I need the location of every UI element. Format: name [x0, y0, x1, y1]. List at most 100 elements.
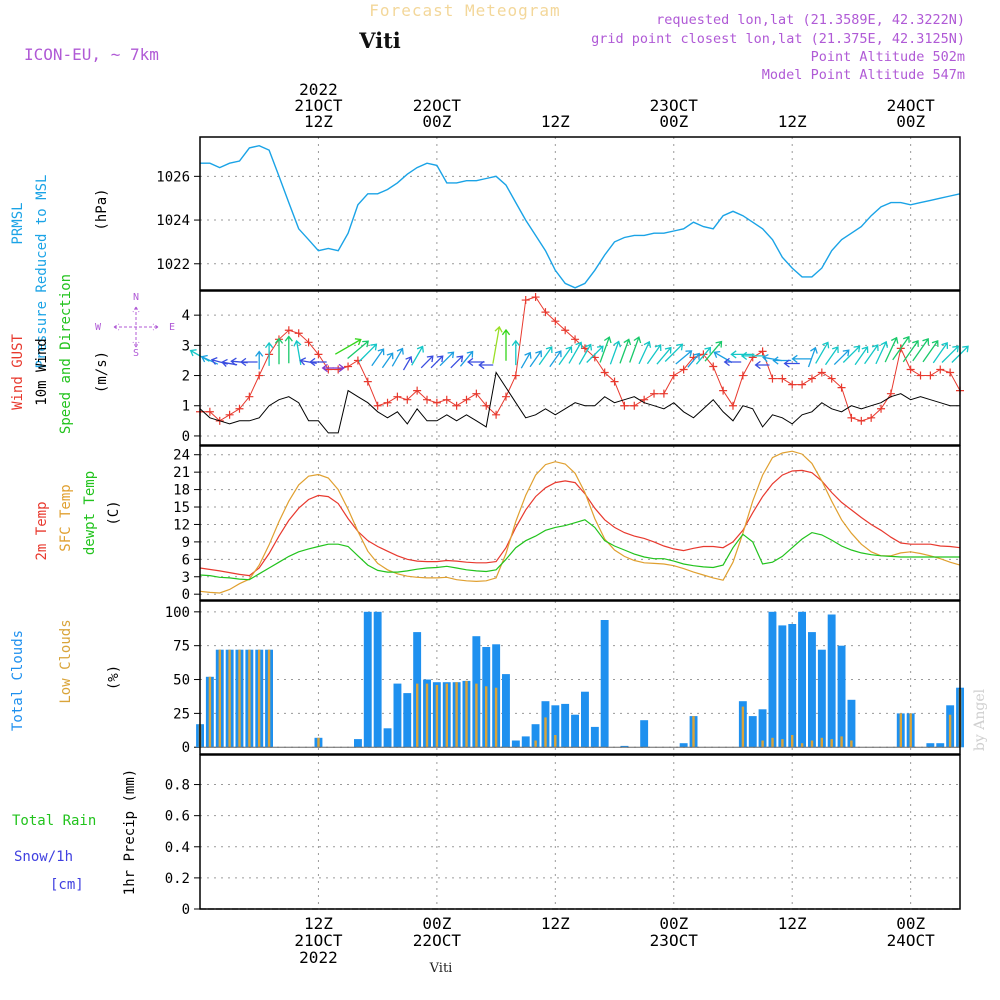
- wind-direction-arrow: [704, 340, 723, 362]
- wind-direction-arrow: [511, 339, 520, 366]
- wind-direction-arrow: [210, 356, 228, 365]
- wind-gust-marker: [501, 392, 510, 401]
- wind-direction-arrow: [450, 355, 464, 369]
- total-clouds-bar: [679, 743, 688, 748]
- wind-gust-marker: [452, 401, 461, 410]
- bottom-axis-label: 21OCT: [294, 931, 343, 950]
- wind-gust-marker: [610, 377, 619, 386]
- wind-gust-marker: [531, 293, 540, 302]
- wind-direction-arrow: [638, 340, 652, 365]
- y-tick-label: 12: [173, 517, 190, 533]
- wind-direction-arrow: [783, 359, 800, 368]
- wind-gust-marker: [669, 371, 678, 380]
- wind-direction-arrow: [264, 341, 274, 366]
- top-axis-label: 23OCT: [650, 96, 699, 115]
- wind-direction-arrow: [358, 343, 378, 362]
- y-tick-label: 21: [173, 465, 190, 481]
- temp-2m-line: [199, 469, 961, 577]
- low-clouds-bar: [781, 739, 784, 748]
- low-clouds-bar: [800, 743, 804, 748]
- low-clouds-bar: [258, 649, 261, 748]
- total-clouds-label: Total Clouds: [10, 630, 26, 731]
- grid: [200, 601, 960, 754]
- wind-gust-marker: [768, 374, 777, 383]
- low-clouds-label: Low Clouds: [58, 619, 74, 703]
- wind-gust-marker: [314, 350, 323, 359]
- wind-direction-arrow: [864, 344, 879, 365]
- credit-watermark: by Angel: [972, 688, 988, 751]
- y-tick-label: 75: [173, 639, 190, 655]
- bottom-axis-label: 12Z: [304, 914, 333, 933]
- requested-coordinates: requested lon,lat (21.3589E, 42.3222N): [656, 12, 965, 28]
- wind-direction-arrow: [529, 350, 542, 368]
- wind-direction-arrow: [459, 350, 474, 367]
- wind-direction-arrow: [501, 328, 511, 361]
- bottom-axis-label: 12Z: [541, 914, 570, 933]
- total-clouds-bar: [788, 624, 797, 748]
- wind-direction-arrow: [824, 346, 839, 366]
- wind-gust-marker: [817, 368, 826, 377]
- wind-speed-line: [199, 371, 960, 434]
- total-clouds-bar: [590, 726, 599, 748]
- wind-gust-marker: [432, 398, 441, 407]
- panel-labels: Total Clouds Low Clouds (%): [10, 619, 122, 731]
- panel-frame: [199, 445, 961, 601]
- y-tick-label: 6: [182, 552, 190, 568]
- low-clouds-bar: [416, 683, 419, 748]
- wind-direction-arrow: [675, 350, 693, 365]
- sfc-temp-line: [199, 450, 961, 594]
- low-clouds-bar: [544, 717, 547, 748]
- wind-gust-marker: [630, 401, 639, 410]
- wind-gust-marker: [511, 371, 520, 380]
- low-clouds-bar: [899, 713, 902, 748]
- total-clouds-bar: [373, 611, 382, 748]
- bottom-axis-label: 23OCT: [650, 931, 699, 950]
- y-tick-label: 0.2: [165, 871, 190, 887]
- wind-gust-marker: [492, 410, 501, 419]
- bottom-axis-label: 00Z: [896, 914, 925, 933]
- y-tick-label: 0: [182, 587, 190, 603]
- wind-direction-arrow: [200, 354, 219, 365]
- y-tick-label: 1024: [156, 213, 190, 229]
- wind-gust-marker: [778, 374, 787, 383]
- wind-direction-arrow: [791, 354, 812, 364]
- wind-direction-arrow: [309, 357, 327, 367]
- grid: [200, 446, 960, 600]
- panel-3: 0 25 50 75 100 Total Clouds Low Clouds (%): [10, 600, 964, 756]
- wind-gust-marker: [709, 362, 718, 371]
- top-axis-label: 24OCT: [887, 96, 936, 115]
- total-clouds-bar: [551, 705, 560, 748]
- panel-frame: [199, 290, 961, 446]
- low-clouds-bar: [909, 713, 912, 748]
- low-clouds-bar: [554, 735, 557, 748]
- grid: [200, 137, 960, 290]
- low-clouds-bar: [840, 736, 843, 748]
- wind-gust-marker: [788, 380, 797, 389]
- temp-unit: (C): [106, 500, 122, 525]
- top-axis-label: 22OCT: [413, 96, 462, 115]
- y-tick-label: 1026: [156, 169, 190, 185]
- wind-gust-marker: [383, 398, 392, 407]
- wind-gust-marker: [798, 380, 807, 389]
- cloud-unit: (%): [106, 665, 122, 690]
- total-clouds-bar: [778, 625, 787, 748]
- compass-w: W: [95, 322, 102, 333]
- wind-gust-marker: [344, 362, 353, 371]
- wind-gust-marker: [580, 344, 589, 353]
- wind-gust-marker: [659, 389, 668, 398]
- total-clouds-bar: [383, 728, 392, 748]
- wind-gust-marker: [255, 371, 264, 380]
- compass-n: N: [133, 292, 139, 303]
- wind-direction-arrow: [892, 335, 910, 361]
- wind-gust-marker: [679, 365, 688, 374]
- wind-gust-marker: [551, 317, 560, 326]
- low-clouds-bar: [465, 680, 468, 748]
- y-tick-label: 0: [182, 429, 190, 445]
- wind-direction-arrow: [321, 363, 334, 373]
- y-tick-label: 3: [182, 338, 190, 354]
- wind-direction-arrow: [334, 338, 362, 355]
- low-clouds-bar: [455, 682, 458, 748]
- wind-direction-arrow: [664, 343, 684, 362]
